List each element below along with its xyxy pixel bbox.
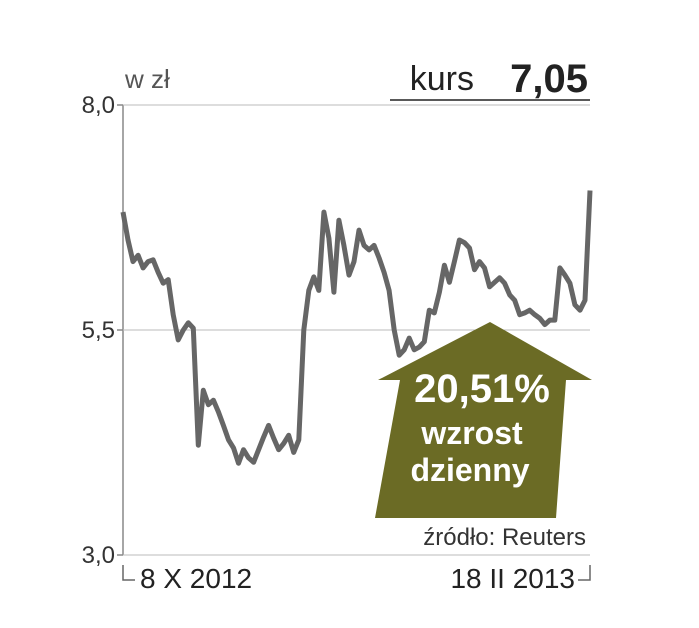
current-value: 7,05: [510, 57, 588, 101]
line-series: [120, 190, 593, 466]
current-label: kurs: [410, 60, 474, 98]
y-tick-label: 5,5: [82, 317, 115, 344]
annotation-line1: wzrost: [420, 415, 523, 451]
plot: 3,0 5,5 8,0 8 X 2012 18 II 2013: [82, 92, 593, 594]
y-tick-label: 8,0: [82, 92, 115, 119]
source: źródło: Reuters: [423, 524, 586, 551]
x-tick-label: 8 X 2012: [140, 563, 252, 594]
y-tick-label: 3,0: [82, 542, 115, 569]
annotation-line2: dzienny: [410, 452, 529, 488]
x-tick-label: 18 II 2013: [450, 563, 575, 594]
arrow: [375, 322, 592, 518]
annotation-change: 20,51%: [414, 367, 550, 411]
x-bracket: [122, 565, 591, 581]
unit-label: w zł: [124, 64, 170, 94]
